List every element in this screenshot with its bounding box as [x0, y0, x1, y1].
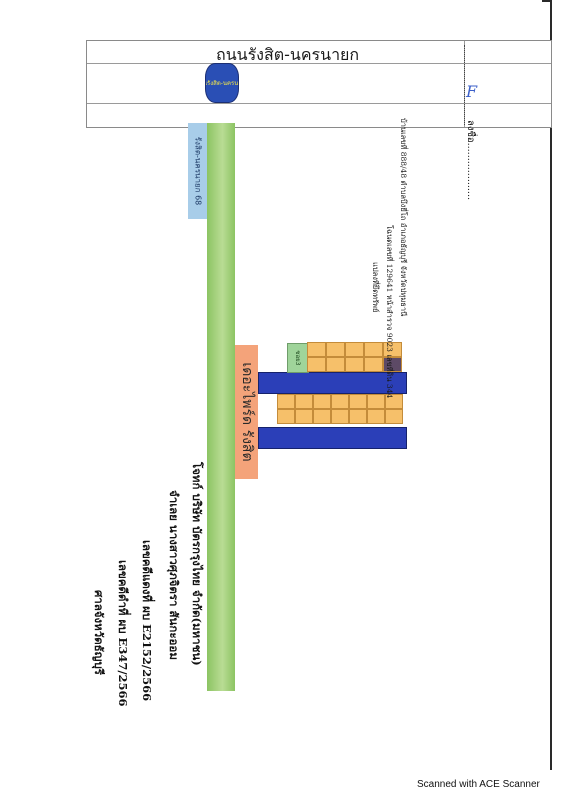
road-name: ถนนรังสิต-นครนายก	[216, 45, 360, 64]
project-sign: เดอะไพร์ด รังสิต	[235, 345, 258, 479]
plot-cell	[331, 394, 349, 409]
plot-cell	[326, 357, 345, 372]
road-box	[86, 40, 552, 128]
plot-cell	[364, 357, 383, 372]
road-marker-label: ถนนรังสิต-นครนายก	[206, 80, 238, 87]
plot-cell	[345, 342, 364, 357]
plot-cell	[277, 409, 295, 424]
plot-cell	[367, 409, 385, 424]
deed-address: บ้านเลขที่ 888/48 ตำบลบึงยี่โถ อำเภอธัญบ…	[399, 118, 408, 317]
internal-soi-2	[258, 427, 407, 449]
plaintiff: โจทก์ บริษัท บัตรกรุงไทย จำกัด(มหาชน)	[190, 462, 204, 666]
plot-cell	[295, 409, 313, 424]
page-edge	[550, 0, 552, 770]
plot-cell	[349, 394, 367, 409]
plot-grid-upper	[307, 342, 402, 372]
seized-plot	[383, 357, 402, 372]
plot-cell	[385, 394, 403, 409]
plot-cell	[326, 342, 345, 357]
court-name: ศาลจังหวัดธัญบุรี	[92, 590, 106, 675]
black-case-number: เลขคดีดำที่ ผบ E347/2566	[116, 560, 130, 707]
plot-cell	[385, 409, 403, 424]
plot-cell	[313, 394, 331, 409]
deed-title: แปลงที่ยึดทรัพย์	[371, 262, 380, 313]
page-corner	[542, 0, 552, 2]
project-name: เดอะไพร์ด รังสิต	[238, 362, 255, 462]
scanner-footer: Scanned with ACE Scanner	[417, 779, 540, 790]
road-marker: ถนนรังสิต-นครนายก	[205, 63, 239, 103]
plot-cell	[364, 342, 383, 357]
plot-cell	[313, 409, 331, 424]
defendant: จำเลย นางสาวศุภจิตรา สันกะออม	[167, 490, 181, 660]
internal-soi-1	[258, 372, 407, 394]
deed-number: โฉนดเลขที่ 129641 หน้าสำรวจ 9023 เลขที่ด…	[385, 225, 394, 399]
signature-label: ลงชื่อ...................	[465, 120, 476, 200]
plot-cell	[345, 357, 364, 372]
plot-cell	[367, 394, 385, 409]
plot-cell	[307, 357, 326, 372]
plot-cell	[295, 394, 313, 409]
plot-cell	[331, 409, 349, 424]
plot-cell	[349, 409, 367, 424]
soi-sign-label: รังสิต-นครนายก 68	[193, 136, 202, 206]
soi-road	[207, 123, 235, 691]
plot-cell	[307, 342, 326, 357]
road-divider-1	[87, 63, 551, 64]
plot-cell	[383, 342, 402, 357]
road-divider-2	[87, 103, 551, 104]
soi3-sign: ซอย3	[287, 343, 309, 373]
plot-cell	[277, 394, 295, 409]
red-case-number: เลขคดีแดงที่ ผบ E2152/2566	[140, 540, 154, 702]
soi3-label: ซอย3	[294, 350, 301, 366]
signature-line	[464, 45, 466, 125]
plot-grid-middle	[277, 394, 403, 424]
signature-mark: F	[466, 82, 478, 101]
soi-sign: รังสิต-นครนายก 68	[188, 123, 207, 219]
